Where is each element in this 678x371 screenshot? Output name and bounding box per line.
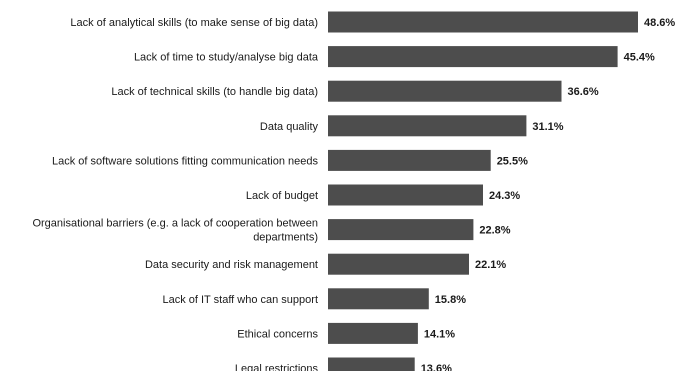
category-labels: Lack of analytical skills (to make sense… (32, 17, 318, 371)
category-label-line: Organisational barriers (e.g. a lack of … (32, 218, 318, 230)
category-label-10: Ethical concerns (237, 328, 318, 340)
category-label-line: Lack of technical skills (to handle big … (111, 86, 318, 98)
category-label-line: Lack of analytical skills (to make sense… (70, 17, 318, 29)
category-label-1: Lack of analytical skills (to make sense… (70, 17, 318, 29)
category-label-9: Lack of IT staff who can support (162, 294, 318, 306)
category-label-line: departments) (253, 232, 318, 244)
category-label-line: Lack of software solutions fitting commu… (52, 155, 318, 167)
bar-6 (328, 184, 483, 206)
category-label-8: Data security and risk management (145, 259, 318, 271)
category-label-line: Lack of time to study/analyse big data (134, 52, 319, 64)
category-label-line: Ethical concerns (237, 328, 318, 340)
category-label-line: Lack of IT staff who can support (162, 294, 318, 306)
value-label-2: 45.4% (624, 52, 655, 64)
value-label-5: 25.5% (497, 155, 528, 167)
value-labels: 48.6% 45.4% 36.6% 31.1% 25.5% 24.3% 22.8% 22.1%… (421, 17, 676, 371)
value-label-11: 13.6% (421, 363, 452, 371)
category-label-5: Lack of software solutions fitting commu… (52, 155, 318, 167)
bar-2 (328, 46, 618, 68)
value-label-7: 22.8% (479, 225, 510, 237)
category-label-7: Organisational barriers (e.g. a lack of … (32, 218, 318, 244)
category-label-2: Lack of time to study/analyse big data (134, 52, 319, 64)
bar-7 (328, 219, 474, 241)
category-label-11: Legal restrictions (235, 363, 319, 371)
bar-4 (328, 115, 527, 137)
category-label-3: Lack of technical skills (to handle big … (111, 86, 318, 98)
value-label-9: 15.8% (435, 294, 466, 306)
category-label-4: Data quality (260, 121, 319, 133)
value-label-3: 36.6% (568, 86, 599, 98)
bar-11 (328, 357, 415, 371)
value-label-8: 22.1% (475, 259, 506, 271)
category-label-line: Lack of budget (246, 190, 318, 202)
bar-1 (328, 11, 638, 33)
bar-3 (328, 80, 562, 102)
bar-8 (328, 253, 469, 275)
category-label-line: Legal restrictions (235, 363, 319, 371)
bar-9 (328, 288, 429, 310)
category-label-line: Data security and risk management (145, 259, 318, 271)
bar-5 (328, 149, 491, 171)
category-label-line: Data quality (260, 121, 319, 133)
value-label-6: 24.3% (489, 190, 520, 202)
bar-10 (328, 322, 418, 344)
bars-layer (328, 11, 638, 371)
value-label-10: 14.1% (424, 328, 455, 340)
value-label-4: 31.1% (532, 121, 563, 133)
value-label-1: 48.6% (644, 17, 675, 29)
category-label-6: Lack of budget (246, 190, 318, 202)
